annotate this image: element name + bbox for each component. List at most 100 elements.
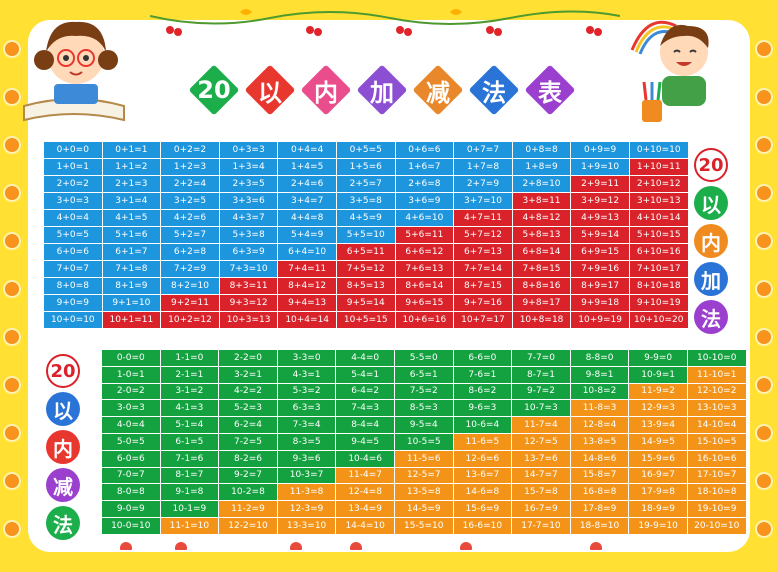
table-cell: 10-9=1: [629, 366, 687, 383]
table-cell: 8-0=8: [102, 484, 160, 501]
table-cell: 1-1=0: [160, 350, 219, 366]
table-cell: 6+7=13: [454, 244, 512, 260]
table-cell: 8+2=10: [161, 278, 219, 294]
table-cell: 3+2=5: [161, 193, 219, 209]
add_label-char-1: 以: [694, 186, 728, 220]
table-cell: 4-2=2: [219, 383, 277, 400]
table-cell: 10-4=6: [336, 450, 394, 467]
table-cell: 14-5=9: [394, 501, 453, 517]
table-cell: 5+2=7: [161, 227, 219, 243]
orange-slice-icon: [3, 328, 21, 346]
table-cell: 4+6=10: [395, 210, 454, 226]
table-cell: 1+3=4: [219, 159, 278, 175]
table-cell: 4+10=14: [629, 210, 688, 226]
table-cell: 4+2=6: [161, 210, 219, 226]
table-cell: 10+4=14: [278, 312, 336, 328]
table-cell: 14-9=5: [629, 433, 687, 450]
orange-slice-icon: [3, 280, 21, 298]
cherry-vine-decoration: [150, 9, 620, 36]
orange-slice-icon: [3, 40, 21, 58]
title-char-3: 加: [356, 64, 408, 116]
table-cell: 5-4=1: [336, 366, 394, 383]
table-cell: 11-9=2: [629, 383, 687, 400]
table-cell: 17-7=10: [512, 517, 570, 534]
table-cell: 10+7=17: [454, 312, 512, 328]
table-cell: 9-5=4: [394, 417, 453, 433]
table-cell: 9-0=9: [102, 501, 160, 517]
table-cell: 10+1=11: [102, 312, 161, 328]
table-cell: 8-8=0: [570, 350, 629, 366]
table-cell: 5+7=12: [454, 227, 512, 243]
sub_label-char-1: 以: [46, 392, 80, 426]
table-cell: 15-5=10: [394, 517, 453, 534]
table-cell: 8+3=11: [219, 278, 278, 294]
title-char-text: 表: [538, 78, 562, 107]
table-cell: 10-2=8: [219, 484, 277, 501]
table-cell: 4+9=13: [571, 210, 629, 226]
table-cell: 6-1=5: [160, 433, 219, 450]
table-cell: 0+3=3: [219, 142, 278, 158]
table-cell: 5-0=5: [102, 433, 160, 450]
sub_label-char-0: 20: [46, 354, 80, 388]
table-cell: 1+10=11: [629, 159, 688, 175]
table-cell: 0+9=9: [571, 142, 629, 158]
table-cell: 11-2=9: [219, 501, 277, 517]
table-cell: 7+7=14: [454, 261, 512, 277]
table-cell: 9-6=3: [453, 400, 512, 417]
table-cell: 6-4=2: [336, 383, 394, 400]
boy-drawing-illustration: [630, 20, 709, 122]
table-cell: 20-10=10: [687, 517, 746, 534]
table-cell: 1-0=1: [102, 366, 160, 383]
table-cell: 2+8=10: [512, 176, 571, 192]
table-cell: 4+7=11: [454, 210, 512, 226]
table-cell: 7-3=4: [277, 417, 336, 433]
table-cell: 6-2=4: [219, 417, 277, 433]
table-cell: 2+3=5: [219, 176, 278, 192]
table-cell: 9-1=8: [160, 484, 219, 501]
table-cell: 8+8=16: [512, 278, 571, 294]
table-cell: 14-10=4: [687, 417, 746, 433]
table-cell: 0-0=0: [102, 350, 160, 366]
table-cell: 9+10=19: [629, 295, 688, 311]
table-cell: 6+8=14: [512, 244, 571, 260]
table-cell: 9+4=13: [278, 295, 336, 311]
table-cell: 13-9=4: [629, 417, 687, 433]
table-cell: 2+2=4: [161, 176, 219, 192]
table-cell: 5+0=5: [44, 227, 102, 243]
subtraction-table: 0-0=0 1-1=0 2-2=0 3-3=0 4-4=0 5-5=0 6-6=0 7-7=0…: [102, 350, 746, 534]
table-cell: 9+3=12: [219, 295, 278, 311]
table-cell: 0+10=10: [629, 142, 688, 158]
table-cell: 8-7=1: [512, 366, 570, 383]
mushroom-decoration: [460, 542, 472, 550]
table-cell: 10+2=12: [161, 312, 219, 328]
girl-reading-book-illustration: [23, 21, 125, 122]
table-cell: 1+5=6: [336, 159, 395, 175]
table-cell: 8+1=9: [102, 278, 161, 294]
table-cell: 6+9=15: [571, 244, 629, 260]
orange-slice-icon: [755, 136, 773, 154]
sub_label-char-2: 内: [46, 430, 80, 464]
table-cell: 3-0=3: [102, 400, 160, 417]
table-cell: 4+5=9: [336, 210, 395, 226]
title-char-4: 减: [412, 64, 464, 116]
orange-slice-icon: [755, 232, 773, 250]
table-cell: 7+9=16: [571, 261, 629, 277]
table-cell: 7-2=5: [219, 433, 277, 450]
table-cell: 11-10=1: [687, 366, 746, 383]
table-cell: 0+8=8: [512, 142, 571, 158]
table-cell: 4-1=3: [160, 400, 219, 417]
table-cell: 2+9=11: [571, 176, 629, 192]
table-cell: 15-8=7: [570, 467, 629, 484]
table-cell: 7+6=13: [395, 261, 454, 277]
table-cell: 6+3=9: [219, 244, 278, 260]
table-cell: 5-3=2: [277, 383, 336, 400]
table-cell: 12-3=9: [277, 501, 336, 517]
table-cell: 12-2=10: [219, 517, 277, 534]
table-cell: 4-3=1: [277, 366, 336, 383]
table-cell: 6+10=16: [629, 244, 688, 260]
table-cell: 11-8=3: [570, 400, 629, 417]
table-cell: 4+0=4: [44, 210, 102, 226]
title-char-text: 内: [314, 78, 338, 107]
table-cell: 2+1=3: [102, 176, 161, 192]
mushroom-decoration: [175, 542, 187, 550]
